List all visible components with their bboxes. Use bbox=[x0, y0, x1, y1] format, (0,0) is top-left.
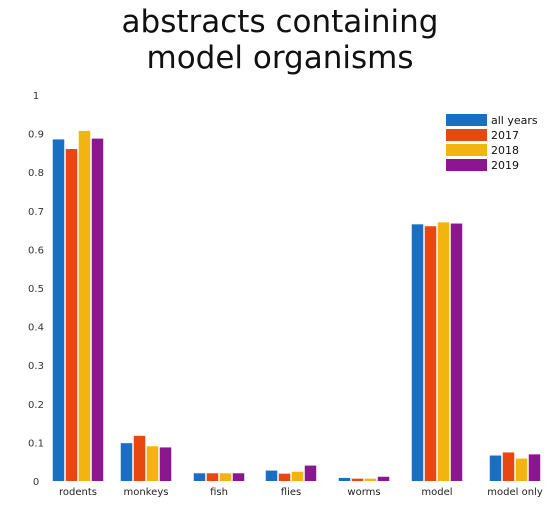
legend-label: 2018 bbox=[491, 144, 519, 157]
bar-worms-2019 bbox=[377, 476, 390, 481]
bar-rodents-2019 bbox=[91, 138, 104, 482]
bar-flies-2018 bbox=[291, 471, 304, 481]
x-tick-label: flies bbox=[281, 487, 301, 498]
x-tick-label: model bbox=[421, 487, 452, 498]
legend: all years 2017 2018 2019 bbox=[446, 114, 538, 172]
legend-label: 2019 bbox=[491, 159, 519, 172]
y-tick-label: 0.6 bbox=[28, 245, 44, 256]
bars bbox=[52, 130, 541, 482]
bar-fish-all-years bbox=[193, 473, 206, 481]
y-tick-label: 0 bbox=[33, 477, 39, 488]
bar-flies-all-years bbox=[265, 470, 278, 481]
chart-title-line-2: model organisms bbox=[146, 40, 414, 76]
y-tick-label: 0.7 bbox=[28, 207, 44, 218]
x-tick-label: model only bbox=[487, 487, 543, 498]
bar-fish-2017 bbox=[206, 473, 219, 481]
legend-swatch bbox=[446, 129, 487, 141]
x-tick-label: worms bbox=[347, 487, 380, 498]
y-tick-label: 0.1 bbox=[28, 438, 44, 449]
legend-swatch bbox=[446, 159, 487, 171]
bar-rodents-2018 bbox=[78, 130, 91, 481]
y-tick-label: 0.8 bbox=[28, 168, 44, 179]
x-tick-label: rodents bbox=[59, 487, 97, 498]
bar-monkeys-all-years bbox=[120, 443, 133, 481]
bar-model-2019 bbox=[450, 223, 463, 481]
bar-model-all-years bbox=[411, 224, 424, 481]
bar-fish-2019 bbox=[232, 473, 245, 481]
bar-model-only-2019 bbox=[528, 454, 541, 481]
bar-flies-2019 bbox=[304, 465, 317, 481]
bar-monkeys-2019 bbox=[159, 447, 172, 481]
y-tick-label: 0.3 bbox=[28, 361, 44, 372]
y-tick-label: 0.4 bbox=[28, 323, 44, 334]
legend-label: all years bbox=[491, 114, 538, 127]
bar-model-only-2018 bbox=[515, 458, 528, 481]
bar-fish-2018 bbox=[219, 473, 232, 481]
bar-flies-2017 bbox=[278, 473, 291, 481]
bar-worms-all-years bbox=[338, 477, 351, 481]
y-axis: 0 0.1 0.2 0.3 0.4 0.5 0.6 0.7 0.8 0.9 1 bbox=[28, 91, 44, 488]
legend-swatch bbox=[446, 114, 487, 126]
bar-monkeys-2017 bbox=[133, 435, 146, 481]
bar-rodents-all-years bbox=[52, 139, 65, 481]
x-axis: rodents monkeys fish flies worms model model o… bbox=[59, 487, 543, 498]
bar-worms-2018 bbox=[364, 478, 377, 481]
y-tick-label: 0.5 bbox=[28, 284, 44, 295]
legend-label: 2017 bbox=[491, 129, 519, 142]
bar-model-2018 bbox=[437, 222, 450, 481]
legend-swatch bbox=[446, 144, 487, 156]
x-tick-label: fish bbox=[210, 487, 228, 498]
bar-model-only-all-years bbox=[489, 455, 502, 481]
y-tick-label: 1 bbox=[33, 91, 39, 102]
bar-monkeys-2018 bbox=[146, 446, 159, 481]
y-tick-label: 0.9 bbox=[28, 130, 44, 141]
bar-model-only-2017 bbox=[502, 452, 515, 481]
bar-rodents-2017 bbox=[65, 149, 78, 482]
bar-model-2017 bbox=[424, 226, 437, 481]
y-tick-label: 0.2 bbox=[28, 400, 44, 411]
chart-title-line-1: abstracts containing bbox=[121, 4, 439, 40]
bar-worms-2017 bbox=[351, 478, 364, 481]
x-tick-label: monkeys bbox=[124, 487, 169, 498]
